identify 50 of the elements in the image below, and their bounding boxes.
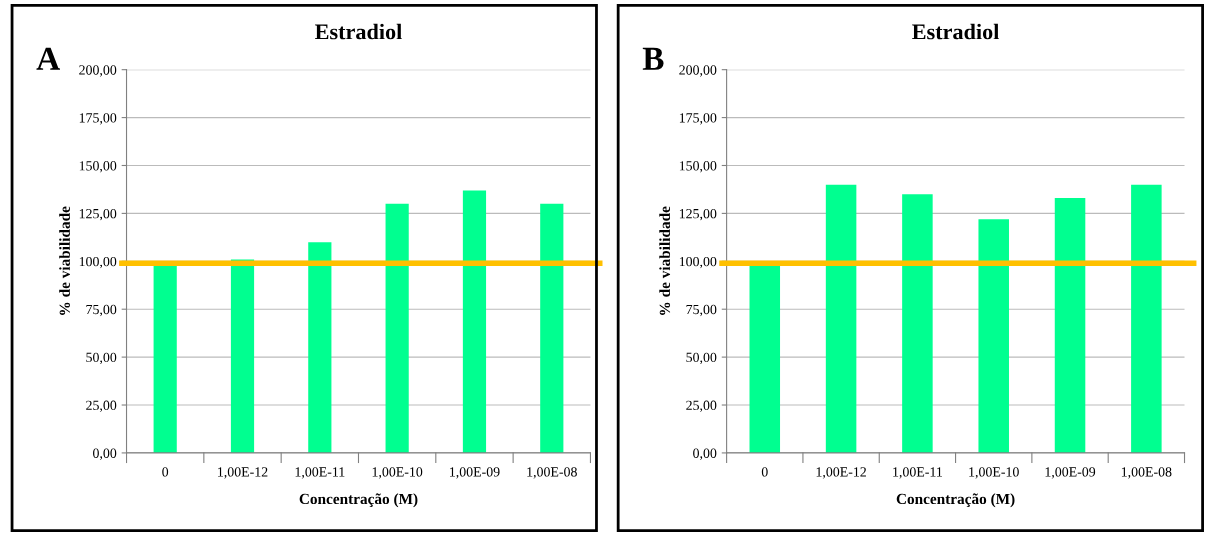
y-tick-label: 50,00 — [686, 352, 717, 365]
bar — [1131, 184, 1162, 453]
bar — [385, 203, 409, 453]
y-tick-label: 200,00 — [679, 65, 717, 77]
y-tick-label: 125,00 — [79, 208, 117, 221]
y-tick-label: 75,00 — [686, 304, 717, 317]
y-tick-label: 175,00 — [79, 113, 117, 125]
text: B — [642, 47, 664, 70]
bar — [825, 184, 857, 453]
x-tick-label: 1,00E-10 — [969, 467, 1019, 479]
y-tick-label: 150,00 — [679, 161, 717, 173]
x-tick-label: 0 — [761, 467, 768, 477]
x-tick-label: 0 — [162, 467, 169, 477]
x-tick-label: 1,00E-08 — [527, 467, 577, 479]
y-tick-label: 175,00 — [679, 113, 717, 125]
y-tick-label: 75,00 — [86, 304, 117, 317]
bar — [978, 219, 1009, 453]
x-tick-label: 1,00E-09 — [450, 467, 500, 479]
y-tick-label: 200,00 — [79, 65, 117, 77]
chart-title: Estradiol — [315, 23, 402, 40]
y-tick-label: 0,00 — [93, 448, 117, 460]
y-axis-title: % de viabilidade — [659, 206, 671, 315]
text: A — [36, 47, 60, 70]
y-tick-label: 100,00 — [79, 256, 117, 269]
bar — [230, 259, 255, 453]
y-tick-label: 150,00 — [79, 161, 117, 173]
x-axis-title: Concentração (M) — [896, 493, 1015, 508]
bar — [749, 263, 781, 453]
x-tick-label: 1,00E-09 — [1045, 467, 1096, 479]
x-tick-label: 1,00E-11 — [893, 467, 942, 479]
bar — [902, 194, 933, 453]
bar — [153, 263, 177, 453]
y-tick-label: 100,00 — [679, 256, 717, 269]
x-tick-label: 1,00E-08 — [1121, 467, 1172, 479]
chart-title: Estradiol — [912, 23, 1000, 40]
y-tick-label: 0,00 — [693, 448, 717, 460]
y-axis-title: % de viabilidade — [59, 206, 70, 315]
x-tick-label: 1,00E-10 — [372, 467, 423, 479]
bar — [1054, 198, 1086, 453]
x-axis-title: Concentração (M) — [299, 493, 418, 508]
y-tick-label: 25,00 — [686, 400, 717, 412]
bar — [308, 242, 332, 453]
bar — [540, 203, 564, 453]
y-tick-label: 25,00 — [86, 400, 117, 412]
x-tick-label: 1,00E-12 — [816, 467, 866, 479]
y-tick-label: 50,00 — [86, 352, 117, 365]
x-tick-label: 1,00E-11 — [295, 467, 345, 479]
bar — [462, 190, 487, 453]
x-tick-label: 1,00E-12 — [218, 467, 268, 479]
y-tick-label: 125,00 — [679, 208, 717, 221]
